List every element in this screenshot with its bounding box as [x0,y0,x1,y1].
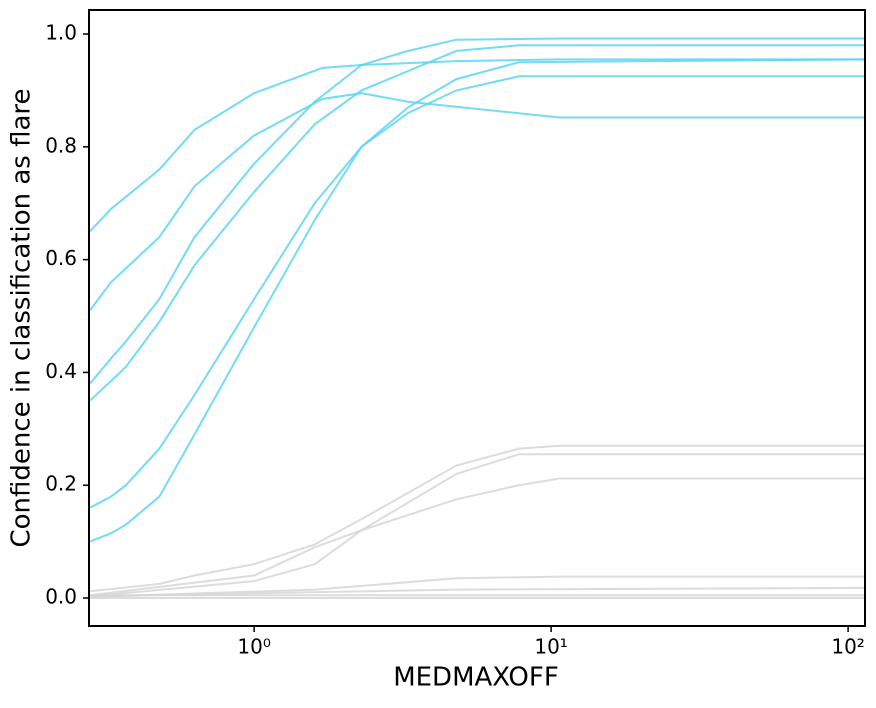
y-tick-label: 0.4 [45,359,77,383]
y-tick-label: 0.2 [45,472,77,496]
x-tick-label: 10⁰ [237,635,270,659]
series-line [89,44,865,402]
series-line [89,58,865,233]
series-line [89,37,865,385]
series-line [89,75,865,543]
series-line [89,444,865,593]
x-tick-label: 10¹ [534,635,567,659]
y-tick-label: 0.6 [45,246,77,270]
x-axis-label: MEDMAXOFF [393,663,559,693]
series-line [89,477,865,597]
plot-frame [88,9,866,627]
x-tick-label: 10² [831,635,864,659]
series-line [89,575,865,598]
y-tick-label: 0.0 [45,585,77,609]
series-line [89,92,865,312]
y-tick-label: 0.8 [45,133,77,157]
series-line [89,586,866,598]
y-tick-label: 1.0 [45,21,77,45]
y-axis-label: Confidence in classification as flare [7,88,37,547]
series-line [89,453,865,598]
series-line [89,58,866,509]
